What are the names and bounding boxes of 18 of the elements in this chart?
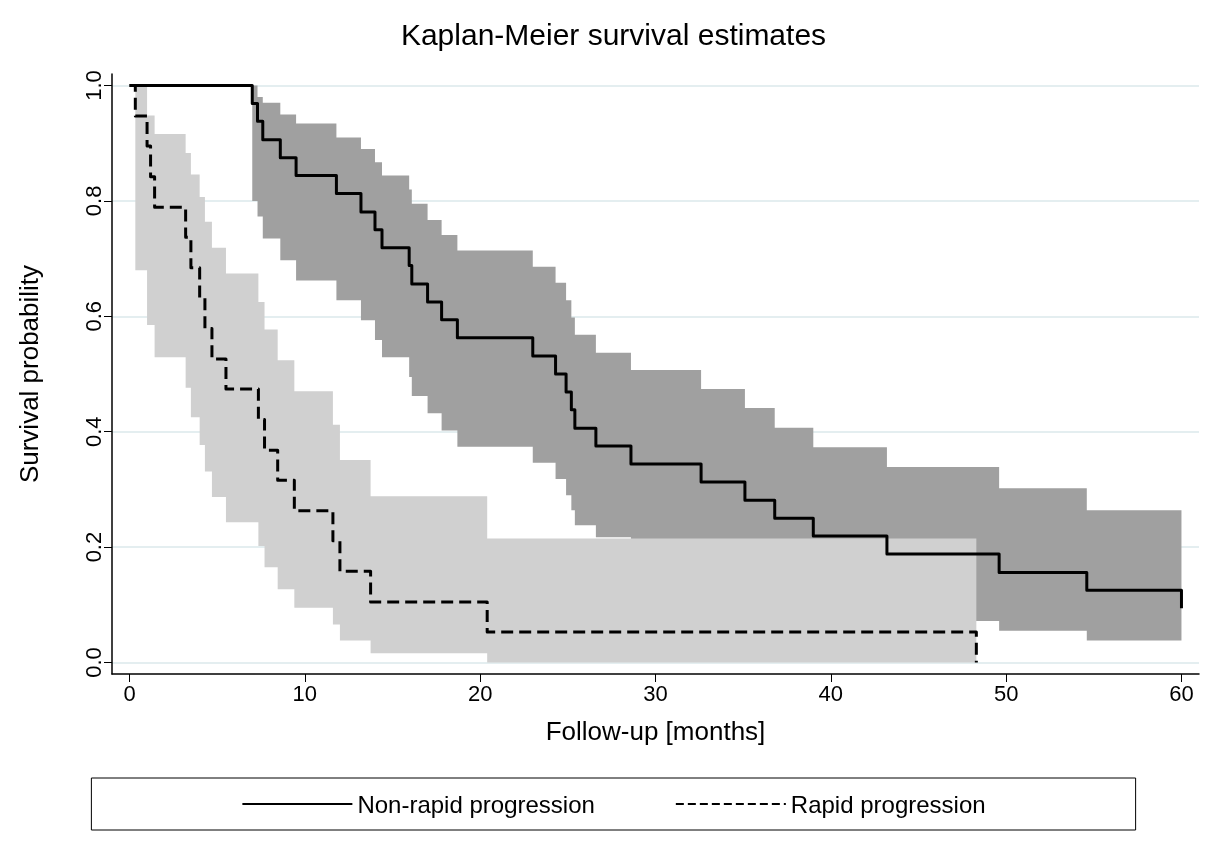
y-tick-label: 0.2 bbox=[80, 531, 106, 563]
y-tick-label: 0.4 bbox=[80, 416, 106, 447]
legend-label: Non-rapid progression bbox=[357, 790, 595, 818]
x-tick-label: 30 bbox=[643, 680, 668, 706]
x-axis-title: Follow-up [months] bbox=[545, 716, 766, 746]
chart-title: Kaplan-Meier survival estimates bbox=[400, 17, 827, 51]
x-tick-label: 20 bbox=[467, 680, 493, 706]
y-tick-label: 0.6 bbox=[80, 301, 106, 332]
x-tick-label: 60 bbox=[1169, 680, 1194, 706]
y-axis-title: Survival probability bbox=[14, 264, 44, 484]
y-tick-label: 0.0 bbox=[80, 647, 106, 678]
x-tick-label: 50 bbox=[993, 680, 1019, 706]
x-tick-label: 40 bbox=[818, 680, 844, 706]
legend-label: Rapid progression bbox=[790, 790, 986, 818]
y-tick-label: 1.0 bbox=[80, 70, 106, 101]
x-tick-label: 10 bbox=[292, 680, 318, 706]
x-tick-label: 0 bbox=[123, 680, 136, 706]
y-tick-label: 0.8 bbox=[80, 185, 106, 217]
